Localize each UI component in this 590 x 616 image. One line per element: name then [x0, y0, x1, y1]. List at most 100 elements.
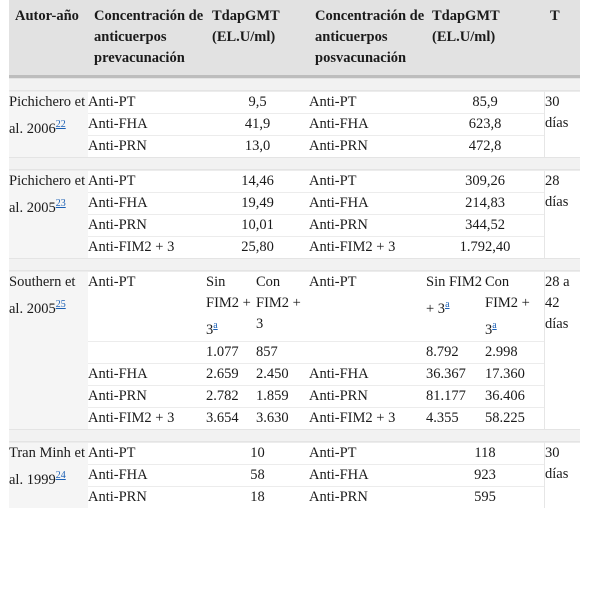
post-antibody: Anti-PRN [309, 135, 426, 157]
post-value: 214,83 [426, 192, 544, 214]
reference-link[interactable]: 23 [55, 198, 66, 209]
reference-link[interactable]: 22 [55, 119, 66, 130]
pre-antibody: Anti-PT [88, 170, 206, 192]
author-cell: Southern et al. 200525 [9, 271, 88, 429]
author-name: Tran Minh et al. 1999 [9, 444, 85, 488]
pre-sin-value: 2.782 [206, 384, 256, 407]
author-name: Southern et al. 2005 [9, 274, 76, 317]
pre-value: 14,46 [206, 170, 309, 192]
footnote-link[interactable]: a [213, 320, 218, 331]
pre-antibody: Anti-PT [88, 91, 206, 113]
author-name: Pichichero et al. 2005 [9, 173, 86, 216]
pre-value: 41,9 [206, 113, 309, 135]
pre-con-value: 1.859 [256, 384, 309, 407]
post-sin-header: Sin FIM2 + 3a [426, 271, 485, 341]
author-cell: Pichichero et al. 200523 [9, 170, 88, 258]
post-value: 623,8 [426, 113, 544, 135]
pre-antibody: Anti-PRN [88, 384, 206, 407]
antibody-table: Autor-año Concentración de anticuerpos p… [9, 0, 580, 508]
pre-sin-value: 3.654 [206, 406, 256, 429]
post-value: 595 [426, 485, 544, 508]
post-sin-value: 36.367 [426, 362, 485, 385]
post-antibody: Anti-PRN [309, 384, 426, 407]
post-value: 85,9 [426, 91, 544, 113]
post-antibody: Anti-FHA [309, 463, 426, 486]
table-row: Anti-PRN 13,0 Anti-PRN 472,8 [9, 135, 580, 157]
pre-antibody: Anti-PT [88, 441, 206, 464]
pre-antibody: Anti-PT [88, 271, 206, 341]
post-antibody: Anti-FHA [309, 192, 426, 214]
table-row: Anti-FIM2 + 3 3.654 3.630 Anti-FIM2 + 3 … [9, 406, 580, 429]
pre-sin-value: 2.659 [206, 362, 256, 385]
pre-antibody [88, 340, 206, 363]
post-value: 472,8 [426, 135, 544, 157]
post-antibody: Anti-PRN [309, 485, 426, 508]
pre-con-value: 857 [256, 340, 309, 363]
post-sin-value: 8.792 [426, 340, 485, 363]
post-value: 309,26 [426, 170, 544, 192]
post-antibody: Anti-PT [309, 91, 426, 113]
footnote-link[interactable]: a [445, 299, 450, 310]
footnote-link[interactable]: a [492, 320, 497, 331]
pre-antibody: Anti-PRN [88, 214, 206, 236]
pre-con-header: Con FIM2 + 3 [256, 271, 309, 341]
pre-antibody: Anti-FHA [88, 113, 206, 135]
post-antibody: Anti-FIM2 + 3 [309, 236, 426, 258]
header-pre-gmt: TdapGMT (EL.U/ml) [206, 0, 309, 78]
pre-antibody: Anti-FIM2 + 3 [88, 236, 206, 258]
table-row: Anti-FHA 2.659 2.450 Anti-FHA 36.367 17.… [9, 362, 580, 385]
reference-link[interactable]: 24 [55, 469, 66, 481]
pre-value: 10 [206, 441, 309, 464]
table-row: Anti-PRN 10,01 Anti-PRN 344,52 [9, 214, 580, 236]
pre-antibody: Anti-FHA [88, 192, 206, 214]
pre-antibody: Anti-PRN [88, 135, 206, 157]
table-row: Anti-PRN 2.782 1.859 Anti-PRN 81.177 36.… [9, 384, 580, 407]
table-row: 1.077 857 8.792 2.998 [9, 340, 580, 363]
post-con-value: 17.360 [485, 362, 544, 385]
post-con-value: 2.998 [485, 340, 544, 363]
post-value: 118 [426, 441, 544, 464]
pre-value: 58 [206, 463, 309, 486]
post-value: 923 [426, 463, 544, 486]
post-sin-value: 81.177 [426, 384, 485, 407]
pre-con-value: 2.450 [256, 362, 309, 385]
pre-value: 13,0 [206, 135, 309, 157]
post-value: 344,52 [426, 214, 544, 236]
time-cell: 28 días [544, 170, 580, 258]
pre-antibody: Anti-PRN [88, 485, 206, 508]
table-row: Anti-FHA 19,49 Anti-FHA 214,83 [9, 192, 580, 214]
pre-value: 25,80 [206, 236, 309, 258]
post-value: 1.792,40 [426, 236, 544, 258]
pre-value: 10,01 [206, 214, 309, 236]
pre-antibody: Anti-FIM2 + 3 [88, 406, 206, 429]
author-cell: Pichichero et al. 200622 [9, 91, 88, 157]
post-sin-value: 4.355 [426, 406, 485, 429]
pre-value: 19,49 [206, 192, 309, 214]
table-row: Anti-FIM2 + 3 25,80 Anti-FIM2 + 3 1.792,… [9, 236, 580, 258]
pre-value: 18 [206, 485, 309, 508]
pre-value: 9,5 [206, 91, 309, 113]
table-row: Pichichero et al. 200622 Anti-PT 9,5 Ant… [9, 91, 580, 157]
pre-sin-header: Sin FIM2 + 3a [206, 271, 256, 341]
author-cell: Tran Minh et al. 199924 [9, 441, 88, 508]
header-time: T [544, 0, 580, 78]
post-antibody: Anti-PT [309, 441, 426, 464]
post-antibody: Anti-FHA [309, 113, 426, 135]
table-row: Tran Minh et al. 199924 Anti-PT 10 Anti-… [9, 441, 580, 508]
post-con-value: 36.406 [485, 384, 544, 407]
reference-link[interactable]: 25 [55, 299, 66, 310]
pre-antibody: Anti-FHA [88, 362, 206, 385]
table-row: Anti-FHA 58 Anti-FHA 923 [9, 463, 580, 486]
table-row: Anti-PRN 18 Anti-PRN 595 [9, 485, 580, 508]
author-name: Pichichero et al. 2006 [9, 94, 86, 137]
header-row: Autor-año Concentración de anticuerpos p… [9, 0, 580, 78]
post-antibody: Anti-PRN [309, 214, 426, 236]
pre-sin-value: 1.077 [206, 340, 256, 363]
header-post-gmt: TdapGMT (EL.U/ml) [426, 0, 544, 78]
post-antibody: Anti-PT [309, 170, 426, 192]
header-author: Autor-año [9, 0, 88, 78]
post-antibody: Anti-FHA [309, 362, 426, 385]
table-row: Pichichero et al. 200523 Anti-PT 14,46 A… [9, 170, 580, 258]
table-row: Southern et al. 200525 Anti-PT Sin FIM2 … [9, 271, 580, 429]
header-pre-concentration: Concentración de anticuerpos prevacunaci… [88, 0, 206, 78]
